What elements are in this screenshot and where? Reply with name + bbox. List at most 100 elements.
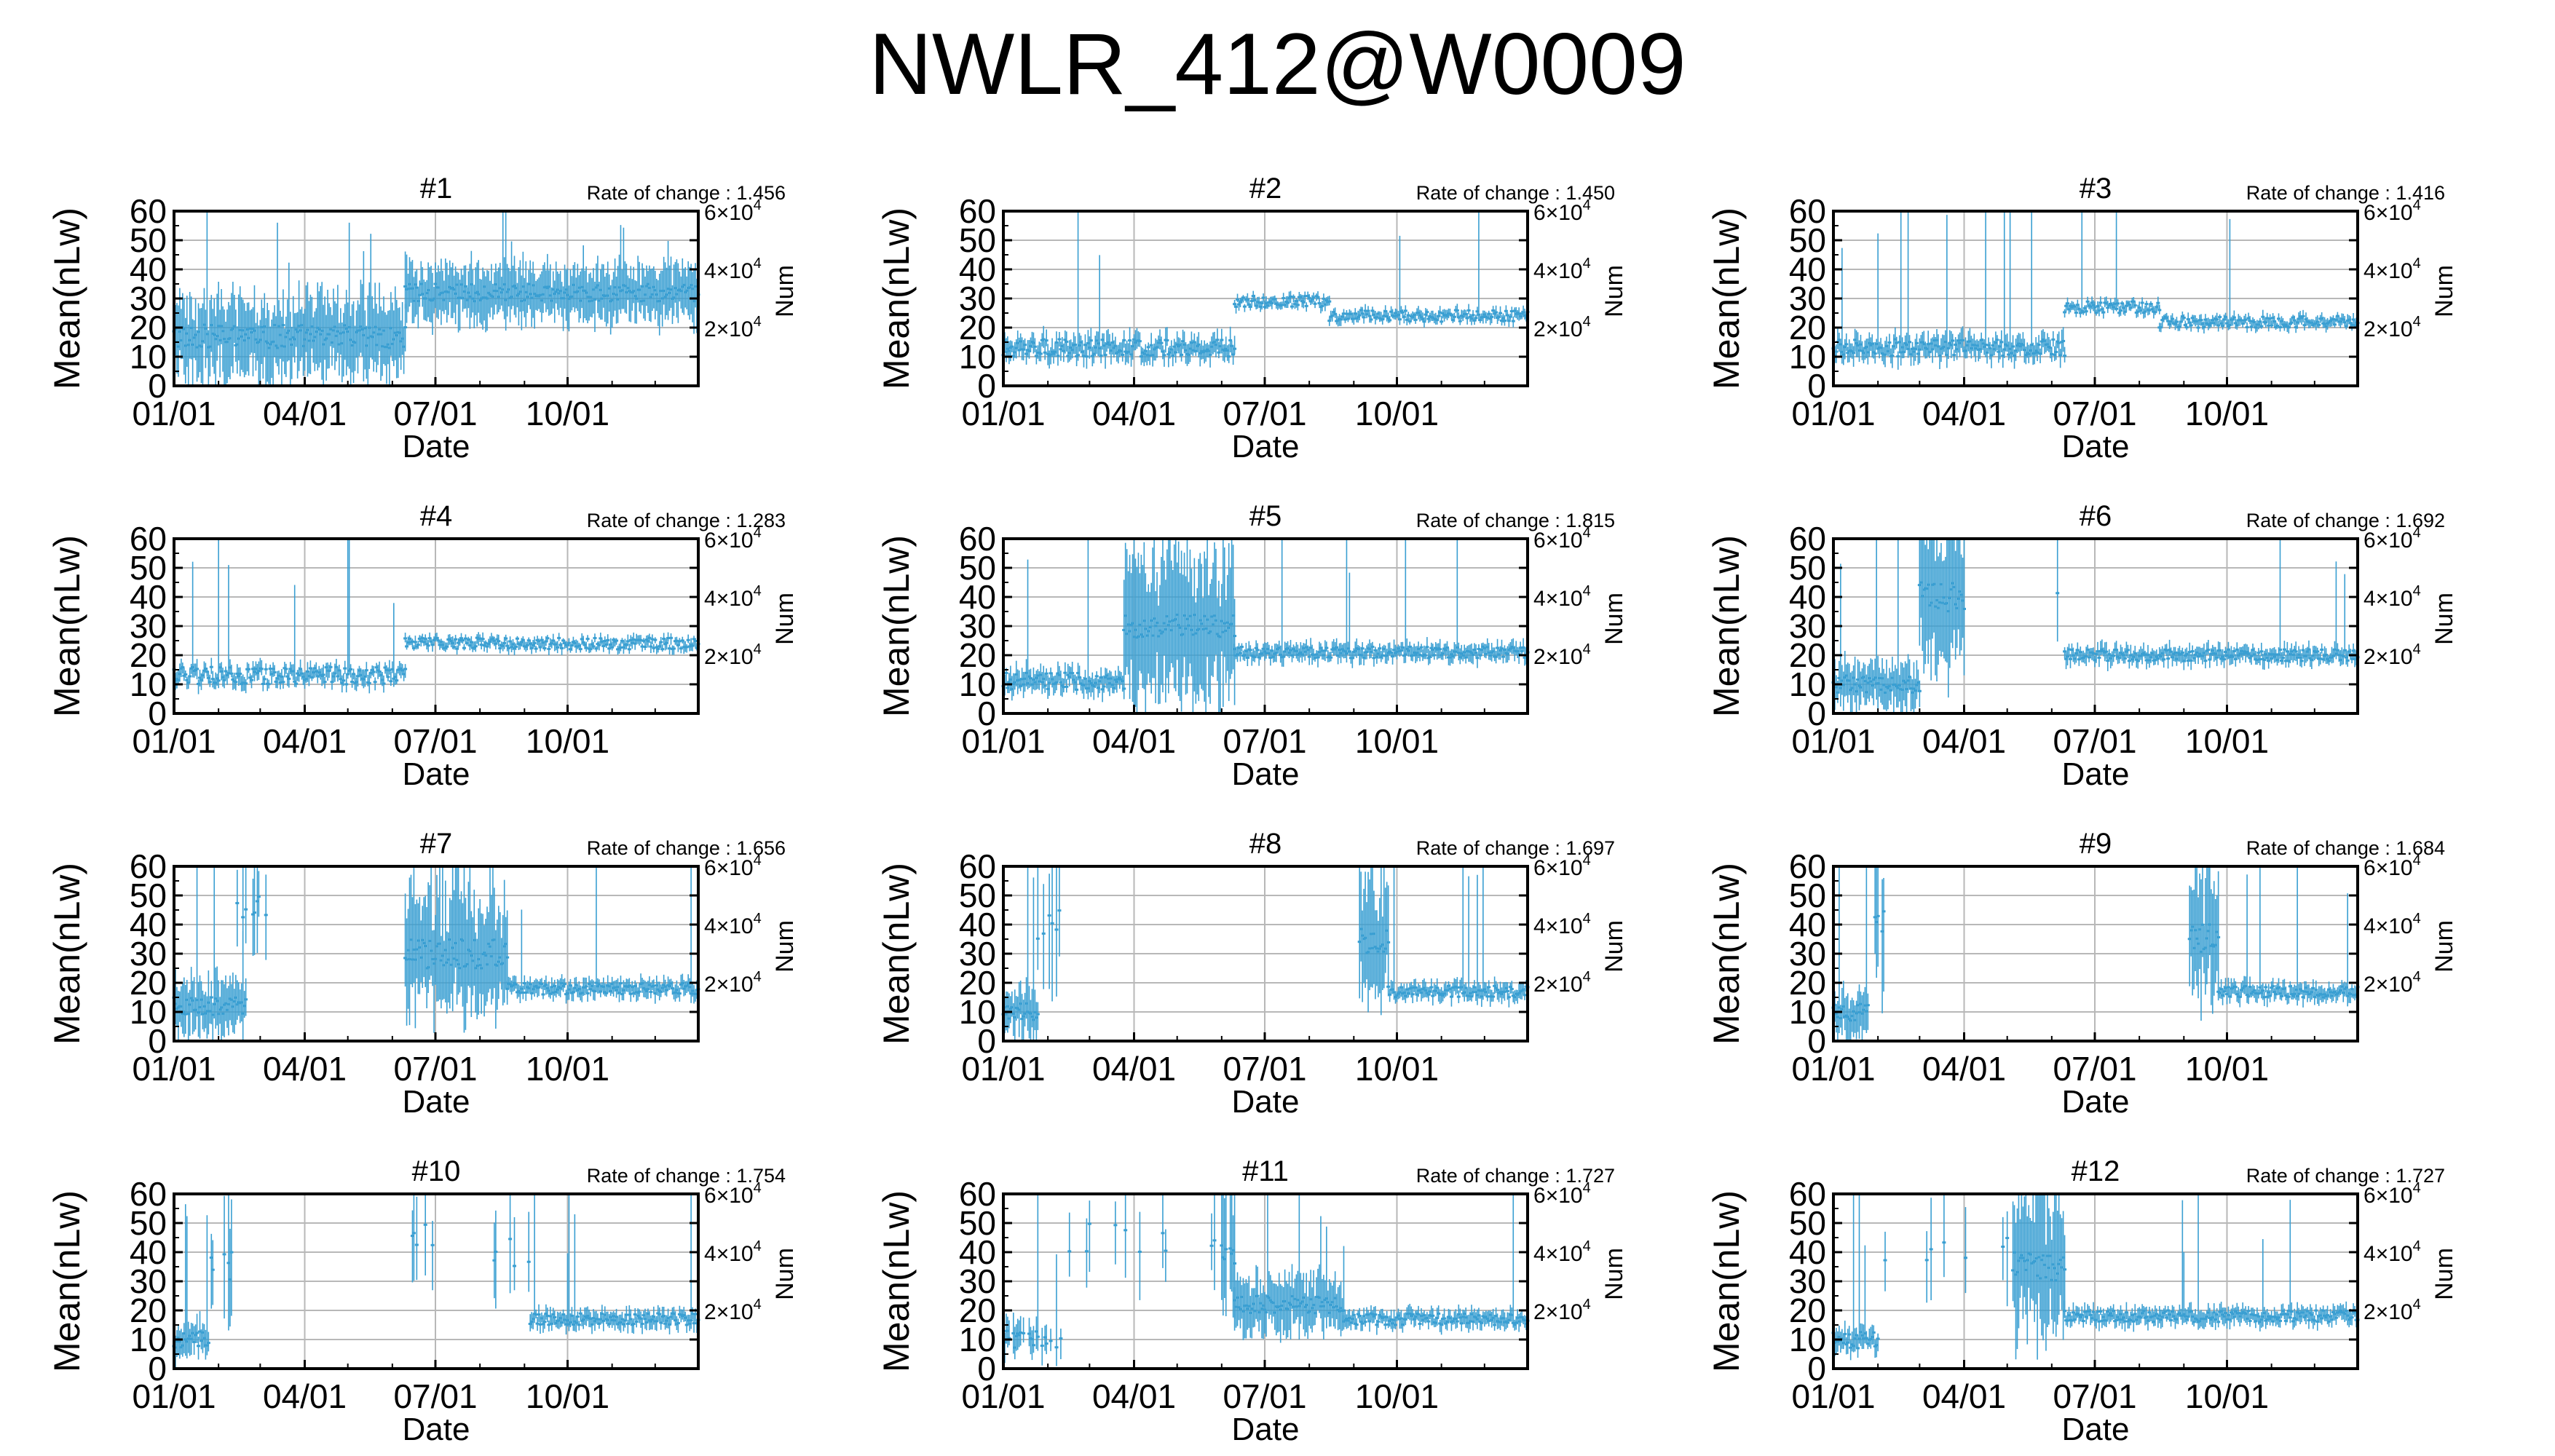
mean-point (1421, 654, 1425, 657)
mean-point (1257, 656, 1261, 659)
mean-point (1935, 599, 1939, 602)
mean-point (1911, 350, 1916, 353)
mean-point (1060, 344, 1065, 347)
mean-point (1438, 648, 1442, 651)
mean-point (1208, 630, 1212, 633)
y2-axis-label: Num (1600, 593, 1628, 645)
mean-point (590, 299, 594, 302)
mean-point (2063, 650, 2067, 653)
mean-point (1300, 300, 1304, 303)
mean-point (525, 644, 529, 646)
mean-point (256, 341, 261, 344)
mean-point (1225, 621, 1230, 624)
mean-point (1038, 352, 1043, 355)
mean-point (1304, 304, 1308, 307)
mean-point (2347, 650, 2351, 653)
mean-point (2278, 648, 2282, 651)
mean-point (218, 666, 222, 669)
mean-point (1322, 654, 1326, 657)
mean-point (1850, 687, 1855, 689)
mean-point (1485, 316, 1490, 319)
mean-point (1007, 681, 1011, 684)
mean-point (248, 676, 253, 679)
mean-point (466, 949, 470, 951)
mean-point (389, 680, 393, 683)
mean-point (2121, 306, 2125, 309)
mean-point (606, 294, 610, 297)
mean-point (307, 675, 311, 678)
mean-point (1969, 347, 1973, 349)
mean-point (400, 337, 405, 340)
mean-point (367, 681, 371, 684)
mean-point (1887, 685, 1892, 688)
mean-point (343, 324, 347, 327)
mean-point (1942, 345, 1946, 348)
mean-point (2208, 324, 2212, 327)
mean-point (2121, 654, 2125, 657)
mean-point (495, 290, 499, 293)
mean-point (299, 668, 303, 670)
mean-point (308, 333, 312, 336)
mean-point (2264, 653, 2268, 656)
mean-point (684, 289, 689, 292)
mean-point (296, 672, 300, 675)
mean-point (2297, 317, 2301, 320)
mean-point (594, 647, 599, 650)
mean-point (2240, 322, 2245, 325)
mean-point (483, 954, 488, 957)
mean-point (2116, 302, 2120, 305)
mean-point (2310, 658, 2314, 661)
mean-point (1924, 587, 1929, 590)
mean-point (1954, 344, 1958, 347)
mean-point (2206, 649, 2211, 652)
mean-point (311, 671, 315, 674)
mean-point (334, 334, 339, 337)
mean-point (2301, 649, 2305, 652)
mean-point (1146, 346, 1150, 349)
mean-point (277, 325, 281, 328)
mean-point (1311, 296, 1316, 299)
mean-point (452, 646, 457, 649)
mean-point (416, 644, 420, 646)
mean-point (609, 643, 613, 646)
mean-point (1096, 342, 1100, 345)
mean-point (2348, 322, 2353, 325)
mean-point (2200, 323, 2205, 325)
mean-point (473, 645, 478, 648)
mean-point (1906, 679, 1911, 682)
y-tick-label: 20 (959, 309, 996, 347)
mean-point (360, 328, 364, 331)
mean-point (403, 326, 408, 329)
mean-point (1152, 348, 1156, 351)
mean-point (1023, 344, 1027, 347)
x-axis-label: Date (1232, 756, 1300, 792)
mean-point (314, 670, 318, 673)
mean-point (1050, 350, 1054, 353)
mean-point (1834, 686, 1839, 689)
mean-point (1449, 314, 1453, 317)
mean-point (1228, 339, 1233, 341)
mean-point (209, 324, 213, 327)
mean-point (1392, 314, 1397, 317)
mean-point (677, 640, 682, 643)
mean-point (1212, 341, 1217, 344)
mean-point (657, 300, 662, 303)
y-tick-label: 20 (1789, 636, 1826, 674)
mean-point (1132, 636, 1137, 638)
mean-point (1356, 316, 1360, 319)
mean-point (299, 329, 303, 332)
mean-point (1879, 688, 1883, 691)
mean-point (1502, 648, 1506, 651)
mean-point (1864, 691, 1868, 694)
mean-point (593, 636, 597, 639)
mean-point (1394, 652, 1398, 654)
mean-point (1382, 314, 1386, 317)
mean-point (499, 291, 504, 294)
mean-point (481, 638, 485, 641)
mean-point (1853, 683, 1857, 686)
x-tick-label: 04/01 (1092, 395, 1176, 432)
mean-point (1110, 684, 1115, 687)
mean-point (1344, 312, 1348, 315)
mean-point (2184, 653, 2189, 656)
mean-point (390, 668, 395, 670)
